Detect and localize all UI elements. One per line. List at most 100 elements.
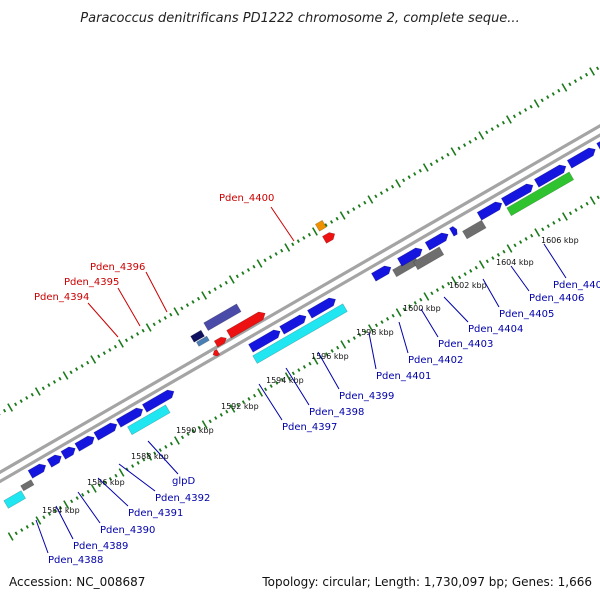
gene-label[interactable]: glpD (172, 476, 195, 487)
navy-gene-bar[interactable] (190, 329, 205, 343)
steel-gene-bar[interactable] (195, 335, 210, 347)
blue-gene-arrow[interactable] (448, 226, 458, 237)
major-tick (201, 291, 208, 300)
cyan-gene-bar[interactable] (3, 490, 27, 509)
red-gene-arrow[interactable] (213, 336, 227, 348)
gene-label[interactable]: Pden_4406 (529, 293, 584, 304)
blue-gene-arrow[interactable] (248, 329, 281, 353)
blue-gene-arrow[interactable] (566, 147, 596, 169)
gene-label[interactable]: Pden_4392 (155, 493, 210, 504)
blue-gene-arrow[interactable] (60, 446, 76, 460)
slate-gene-bar[interactable] (203, 303, 242, 332)
minor-tick (352, 207, 356, 211)
blue-gene-arrow[interactable] (115, 407, 144, 428)
blue-gene-arrow[interactable] (141, 389, 175, 413)
red-gene-arrow[interactable] (321, 232, 336, 244)
minor-tick (25, 396, 29, 400)
minor-tick (47, 512, 52, 516)
minor-tick (264, 387, 268, 392)
gene-label[interactable]: Pden_4389 (73, 541, 128, 552)
gene-label[interactable]: Pden_4399 (339, 391, 394, 402)
gray-gene-bar[interactable] (412, 246, 445, 271)
minor-tick (263, 258, 267, 263)
blue-gene-arrow[interactable] (370, 265, 392, 282)
gene-label[interactable]: Pden_4391 (128, 508, 183, 519)
minor-tick (469, 269, 473, 273)
red-gene-arrow[interactable] (212, 348, 221, 357)
blue-gene-arrow[interactable] (476, 201, 503, 221)
blue-gene-arrow[interactable] (306, 297, 336, 319)
cyan-gene-bar[interactable] (127, 404, 171, 436)
major-tick (339, 211, 346, 220)
minor-tick (391, 313, 395, 318)
minor-tick (524, 237, 528, 241)
gene-label[interactable]: Pden_4400 (219, 193, 274, 204)
major-tick (174, 436, 180, 445)
gene-label[interactable]: Pden_4404 (468, 324, 523, 335)
blue-gene-arrow[interactable] (533, 164, 567, 188)
gray-gene-bar[interactable] (20, 479, 35, 492)
minor-tick (325, 352, 329, 356)
gene-label[interactable]: Pden_4396 (90, 262, 145, 273)
minor-tick (446, 152, 450, 157)
minor-tick (20, 528, 24, 532)
minor-tick (596, 66, 600, 71)
label-leader-line (55, 505, 74, 540)
gene-label[interactable]: Pden_4403 (438, 339, 493, 350)
minor-tick (530, 233, 534, 238)
blue-gene-arrow[interactable] (279, 314, 307, 335)
minor-tick (330, 349, 334, 353)
minor-tick (136, 332, 140, 336)
minor-tick (124, 338, 129, 343)
minor-tick (523, 108, 528, 112)
major-tick (118, 468, 125, 477)
minor-tick (585, 201, 589, 206)
orange-gene-box[interactable] (314, 219, 327, 232)
minor-tick (214, 416, 218, 420)
minor-tick (463, 272, 467, 276)
gene-label[interactable]: Pden_4401 (376, 371, 431, 382)
major-tick (90, 355, 97, 364)
gene-label[interactable]: Pden_4390 (100, 525, 155, 536)
minor-tick (180, 306, 184, 311)
minor-tick (246, 268, 251, 272)
blue-gene-arrow[interactable] (424, 232, 449, 251)
gene-label[interactable]: Pden_4402 (408, 355, 463, 366)
minor-tick (551, 92, 555, 96)
minor-tick (30, 392, 34, 397)
gene-label[interactable]: Pden_4388 (48, 555, 103, 566)
minor-tick (519, 240, 523, 244)
minor-tick (80, 364, 84, 368)
minor-tick (529, 104, 533, 109)
minor-tick (114, 473, 118, 478)
blue-gene-arrow[interactable] (500, 183, 534, 207)
blue-gene-arrow[interactable] (46, 454, 62, 468)
minor-tick (252, 264, 256, 269)
minor-tick (291, 371, 295, 376)
blue-gene-arrow[interactable] (27, 463, 47, 479)
minor-tick (324, 223, 328, 227)
gene-label[interactable]: Pden_4407 (553, 280, 600, 291)
label-leader-line (97, 477, 129, 507)
gene-label[interactable]: Pden_4398 (309, 407, 364, 418)
gray-gene-bar[interactable] (462, 219, 487, 240)
minor-tick (546, 224, 550, 228)
blue-gene-arrow[interactable] (596, 128, 600, 151)
blue-gene-arrow[interactable] (74, 435, 95, 452)
major-tick (145, 323, 152, 332)
minor-tick (584, 72, 589, 77)
minor-tick (225, 409, 229, 414)
blue-gene-arrow[interactable] (396, 247, 423, 267)
gene-label[interactable]: Pden_4394 (34, 292, 89, 303)
green-gene-bar[interactable] (506, 171, 575, 217)
cyan-gene-bar[interactable] (252, 303, 348, 364)
gene-label[interactable]: Pden_4397 (282, 422, 337, 433)
blue-gene-arrow[interactable] (93, 422, 118, 441)
major-tick (62, 371, 69, 380)
minor-tick (108, 477, 113, 481)
red-gene-arrow[interactable] (226, 311, 266, 339)
gene-label[interactable]: Pden_4395 (64, 277, 119, 288)
gene-label[interactable]: Pden_4405 (499, 309, 554, 320)
minor-tick (379, 191, 384, 195)
kbp-label: 1592 kbp (221, 402, 259, 411)
